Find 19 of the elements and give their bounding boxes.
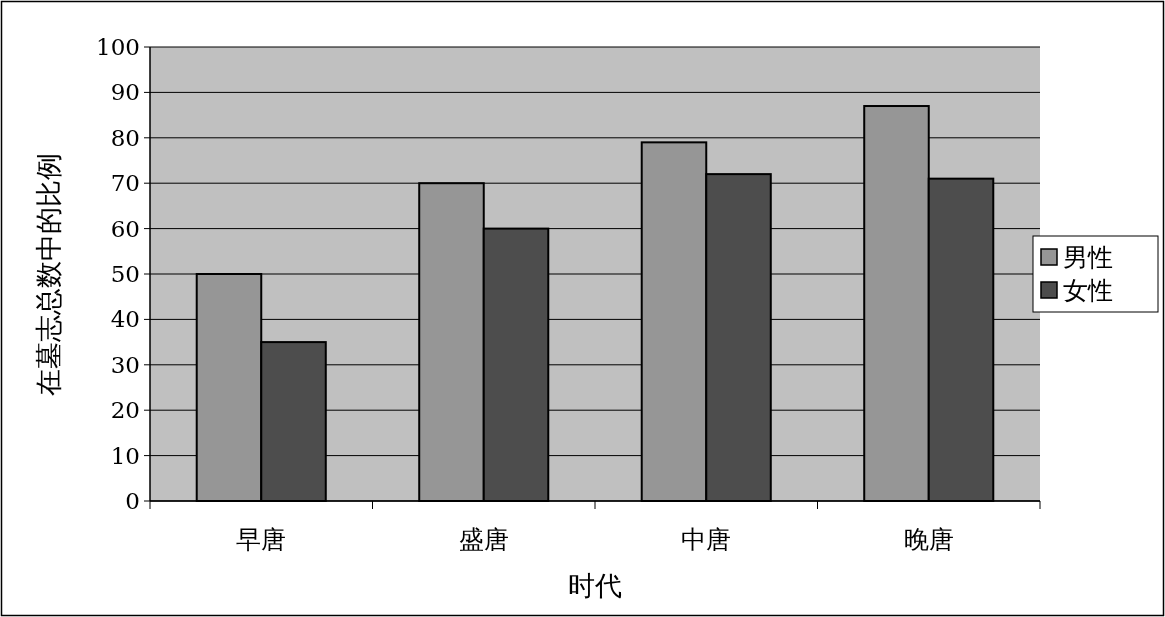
y-axis-title: 在墓志总数中的比例 [33,152,64,396]
x-tick-label: 晚唐 [903,525,954,554]
y-tick-label: 10 [110,442,140,469]
y-tick-label: 20 [110,397,140,424]
legend-label: 女性 [1063,275,1113,305]
y-tick-label: 50 [110,261,140,287]
y-tick-label: 80 [110,124,140,151]
y-tick-label: 0 [125,488,140,514]
y-tick-label: 70 [110,170,140,197]
x-axis-title: 时代 [568,570,622,601]
y-tick-label: 100 [96,34,140,60]
y-tick-label: 60 [110,215,140,242]
y-tick-label: 30 [110,351,140,378]
legend-label: 男性 [1063,242,1113,272]
x-tick-label: 早唐 [236,525,287,554]
x-tick-label: 中唐 [681,525,732,554]
y-tick-label: 40 [110,306,140,333]
y-tick-label: 90 [110,79,140,106]
x-tick-label: 盛唐 [458,525,509,554]
